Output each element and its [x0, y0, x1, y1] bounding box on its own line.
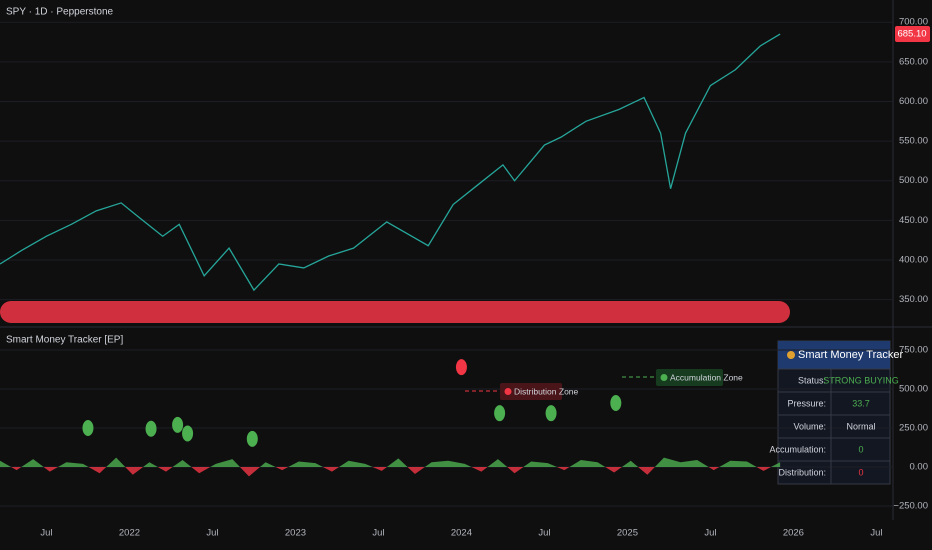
y-tick-label: 0.00 [910, 461, 929, 472]
table-value: 33.7 [852, 398, 870, 408]
table-label: Distribution: [778, 467, 826, 477]
y-tick-label: 700.00 [899, 17, 928, 28]
signal-dot [455, 359, 467, 376]
zone-label: Accumulation Zone [670, 372, 743, 382]
table-value: STRONG BUYING [823, 375, 899, 385]
zone-label-box [656, 369, 723, 386]
x-tick-label: Jul [704, 528, 716, 539]
x-tick-label: 2025 [617, 528, 638, 539]
y-tick-label: −250.00 [893, 501, 928, 512]
x-tick-label: Jul [206, 528, 218, 539]
y-tick-label: 400.00 [899, 255, 928, 266]
oscillator-area [0, 457, 781, 477]
signal-dot [610, 395, 622, 412]
table-value: 0 [858, 467, 863, 477]
signal-dot [172, 416, 184, 433]
y-tick-label: 250.00 [899, 422, 928, 433]
x-tick-label: Jul [538, 528, 550, 539]
indicator-title: Smart Money Tracker [EP] [6, 335, 123, 346]
table-label: Accumulation: [769, 444, 826, 454]
signal-dot [145, 420, 157, 437]
y-tick-label: 650.00 [899, 56, 928, 67]
price-tag: 685.10 [897, 29, 926, 40]
table-value: Normal [846, 421, 875, 431]
x-tick-label: Jul [870, 528, 882, 539]
y-tick-label: 500.00 [899, 175, 928, 186]
signal-dot [246, 430, 258, 447]
signal-dot [494, 405, 506, 422]
symbol-title: SPY · 1D · Pepperstone [6, 7, 114, 18]
table-title: Smart Money Tracker [798, 349, 903, 361]
y-tick-label: 450.00 [899, 215, 928, 226]
table-label: Volume: [793, 421, 826, 431]
y-tick-label: 500.00 [899, 383, 928, 394]
signal-marker-row [0, 301, 790, 323]
y-tick-label: 750.00 [899, 344, 928, 355]
table-value: 0 [858, 444, 863, 454]
price-line [0, 33, 781, 292]
x-tick-label: 2026 [783, 528, 804, 539]
x-tick-label: 2023 [285, 528, 306, 539]
signal-dot [545, 405, 557, 422]
x-tick-label: 2024 [451, 528, 472, 539]
signal-dot [182, 425, 194, 442]
zone-label-box [500, 383, 562, 400]
zone-label: Distribution Zone [514, 386, 579, 396]
money-icon [787, 351, 795, 359]
price-tag-box [895, 26, 930, 43]
x-tick-label: Jul [40, 528, 52, 539]
zone-icon [504, 388, 512, 395]
zone-icon [660, 374, 668, 381]
signal-dot [82, 419, 94, 436]
table-header [778, 341, 890, 369]
table-label: Pressure: [787, 398, 826, 408]
info-table: Smart Money Tracker [777, 340, 903, 485]
y-tick-label: 600.00 [899, 96, 928, 107]
x-tick-label: Jul [372, 528, 384, 539]
y-tick-label: 350.00 [899, 294, 928, 305]
table-label: Status: [798, 375, 826, 385]
x-tick-label: 2022 [119, 528, 140, 539]
y-tick-label: 550.00 [899, 136, 928, 147]
